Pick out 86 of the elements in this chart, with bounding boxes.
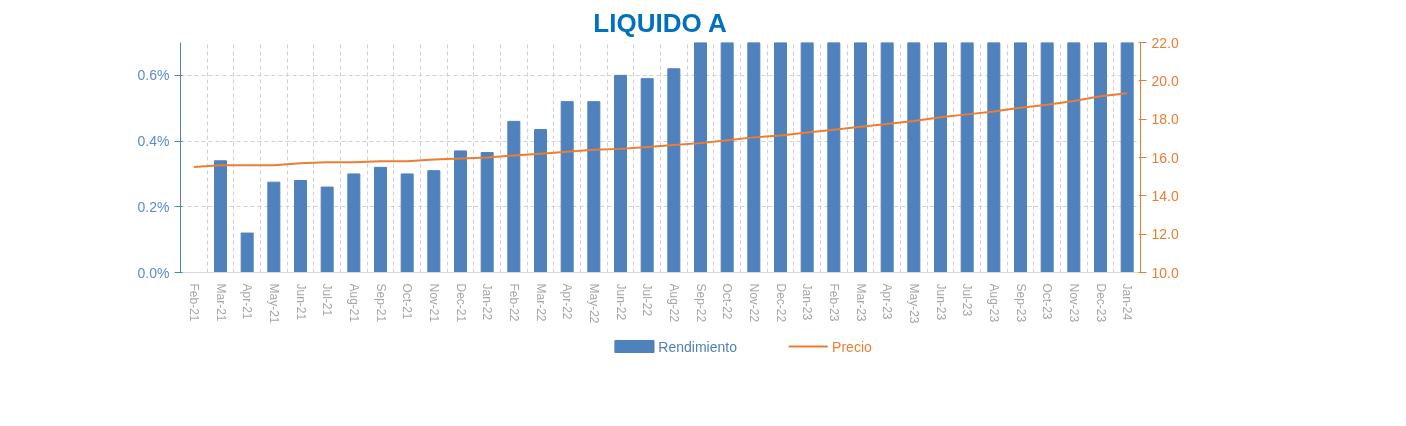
bar [267, 181, 281, 273]
x-tick-label: Jan-24 [1120, 283, 1135, 321]
y2-tick-label: 16.0 [1151, 149, 1179, 166]
x-tick-label: Mar-21 [213, 283, 228, 322]
x-tick-label: Apr-21 [240, 283, 255, 320]
bar [667, 68, 681, 273]
y-tick-label: 0.2% [137, 198, 170, 215]
x-tick-label: Jun-22 [613, 283, 628, 321]
x-tick-label: Dec-22 [773, 283, 788, 323]
bar [507, 120, 521, 273]
y2-tick-label: 12.0 [1151, 226, 1179, 243]
bar [640, 78, 654, 273]
x-tick-label: Oct-22 [720, 283, 735, 320]
bar [614, 74, 627, 273]
legend-label: Rendimiento [658, 338, 738, 355]
bar [347, 173, 361, 273]
bar [374, 166, 387, 273]
x-tick-label: Apr-22 [560, 283, 575, 320]
bar [747, 42, 761, 273]
bar [214, 160, 227, 273]
x-tick-label: Mar-23 [853, 283, 868, 322]
x-tick-label: Feb-22 [506, 283, 521, 322]
y2-tick-label: 18.0 [1151, 111, 1179, 128]
x-tick-label: Aug-23 [986, 283, 1001, 323]
x-tick-label: Sep-22 [693, 283, 708, 323]
bar [587, 101, 601, 273]
bar [720, 42, 734, 273]
bar [400, 173, 414, 273]
x-tick-label: Feb-21 [186, 283, 201, 322]
x-tick-label: Dec-21 [453, 283, 468, 323]
x-tick-label: Sep-21 [373, 283, 388, 323]
bar [480, 152, 494, 273]
x-tick-label: May-21 [266, 283, 281, 324]
bar [827, 42, 841, 273]
y2-tick-label: 20.0 [1151, 72, 1179, 89]
x-tick-label: May-23 [906, 283, 921, 324]
bar [1067, 42, 1081, 273]
y2-tick-label: 14.0 [1151, 187, 1179, 204]
y2-tick-label: 22.0 [1151, 34, 1179, 51]
bar [694, 42, 707, 273]
y2-tick-label: 10.0 [1151, 264, 1179, 281]
bar [1014, 42, 1027, 273]
bar [800, 42, 814, 273]
legend-label: Precio [832, 338, 872, 355]
bar [960, 42, 974, 273]
bar [534, 129, 547, 273]
x-tick-label: Nov-21 [426, 283, 441, 323]
bar [1040, 42, 1054, 273]
bar [1094, 42, 1107, 273]
x-tick-label: Apr-23 [880, 283, 895, 320]
line-series [192, 92, 1129, 169]
bar [854, 42, 867, 273]
x-tick-label: Aug-21 [346, 283, 361, 323]
x-tick-label: May-22 [586, 283, 601, 324]
bar [774, 42, 787, 273]
x-tick-label: Jun-23 [933, 283, 948, 321]
y-tick-label: 0.4% [137, 133, 170, 150]
y-tick-label: 0.0% [137, 264, 170, 281]
bar [454, 150, 467, 273]
bar [294, 180, 307, 273]
bar [987, 42, 1001, 273]
chart-title: LIQUIDO A [593, 7, 727, 38]
x-tick-label: Jun-21 [293, 283, 308, 321]
x-tick-label: Feb-23 [826, 283, 841, 322]
x-tick-label: Dec-23 [1093, 283, 1108, 323]
x-tick-label: Jan-23 [800, 283, 815, 321]
x-tick-label: Jul-21 [320, 283, 335, 317]
x-tick-label: Sep-23 [1013, 283, 1028, 323]
x-tick-label: Mar-22 [533, 283, 548, 322]
x-tick-label: Jul-23 [960, 283, 975, 317]
bar [1120, 42, 1134, 273]
bar [907, 42, 921, 273]
y-tick-label: 0.6% [137, 67, 170, 84]
x-tick-label: Jan-22 [480, 283, 495, 321]
x-tick-label: Oct-23 [1040, 283, 1055, 320]
bar [880, 42, 894, 273]
x-tick-label: Nov-23 [1066, 283, 1081, 323]
bar [427, 170, 441, 273]
x-tick-label: Nov-22 [746, 283, 761, 323]
x-tick-label: Oct-21 [400, 283, 415, 320]
bar [240, 232, 254, 273]
bar [320, 186, 334, 273]
bar [934, 42, 947, 273]
x-tick-label: Aug-22 [666, 283, 681, 323]
bar [560, 101, 574, 273]
x-tick-label: Jul-22 [640, 283, 655, 317]
